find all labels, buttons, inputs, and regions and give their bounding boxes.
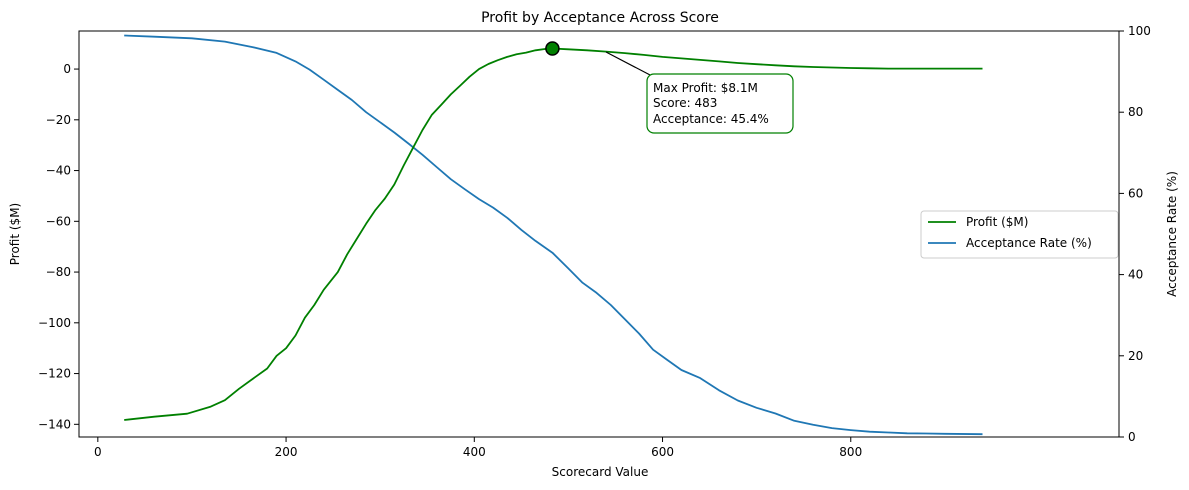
y-right-tick-label: 80: [1128, 105, 1143, 119]
y-left-tick-label: −140: [38, 417, 71, 431]
x-tick-label: 0: [94, 445, 102, 459]
y-left-tick-label: −20: [46, 113, 71, 127]
series-layer: [124, 34, 983, 436]
y-right-tick-label: 20: [1128, 349, 1143, 363]
annotation-line-1: Max Profit: $8.1M: [653, 81, 758, 95]
y-right-tick-label: 0: [1128, 430, 1136, 444]
x-tick-label: 600: [651, 445, 674, 459]
legend-box: [920, 210, 1119, 259]
annotation-box: [646, 73, 794, 134]
y-left-tick-label: 0: [63, 62, 71, 76]
x-tick-label: 800: [839, 445, 862, 459]
legend: Profit ($M) Acceptance Rate (%): [920, 210, 1119, 259]
series-line-acceptance: [124, 34, 983, 436]
y-axis-left-label: Profit ($M): [8, 203, 22, 265]
legend-label-acceptance: Acceptance Rate (%): [966, 236, 1092, 250]
y-left-tick-label: −120: [38, 367, 71, 381]
max-profit-annotation: Max Profit: $8.1M Score: 483 Acceptance:…: [605, 51, 794, 134]
max-profit-marker: [545, 41, 560, 56]
y-axis-right-label: Acceptance Rate (%): [1165, 171, 1179, 297]
plot-frame: [78, 30, 1120, 438]
annotation-line-2: Score: 483: [653, 96, 717, 110]
y-right-tick-label: 40: [1128, 268, 1143, 282]
x-axis: 0 200 400 600 800: [94, 437, 862, 459]
y-left-tick-label: −40: [46, 164, 71, 178]
x-axis-label: Scorecard Value: [552, 465, 649, 479]
series-line-profit: [124, 47, 983, 421]
y-right-tick-label: 60: [1128, 186, 1143, 200]
y-right-tick-label: 100: [1128, 24, 1151, 38]
y-left-tick-label: −60: [46, 214, 71, 228]
plot-area: [78, 30, 1120, 438]
annotation-line-3: Acceptance: 45.4%: [653, 112, 769, 126]
x-tick-label: 400: [463, 445, 486, 459]
y-left-tick-label: −80: [46, 265, 71, 279]
y-axis-right: 0 20 40 60 80 100: [1119, 24, 1151, 444]
legend-label-profit: Profit ($M): [966, 215, 1028, 229]
chart-title: Profit by Acceptance Across Score: [481, 10, 719, 26]
annotation-arrow: [605, 51, 653, 77]
y-axis-left: 0 −20 −40 −60 −80 −100 −120 −140: [38, 62, 79, 431]
x-tick-label: 200: [275, 445, 298, 459]
y-left-tick-label: −100: [38, 316, 71, 330]
